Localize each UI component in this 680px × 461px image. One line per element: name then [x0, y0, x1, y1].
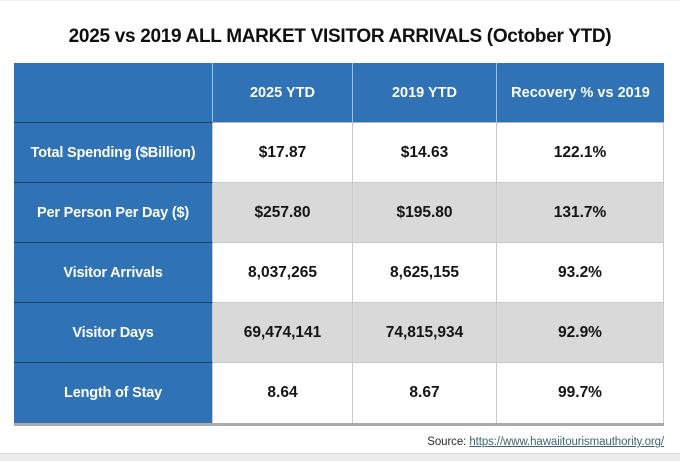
- cell-2019-value: 74,815,934: [353, 303, 497, 363]
- cell-2019-value: 8,625,155: [353, 243, 497, 303]
- row-label: Length of Stay: [14, 363, 213, 423]
- visitor-arrivals-table: 2025 YTD 2019 YTD Recovery % vs 2019 Tot…: [14, 63, 664, 426]
- cell-2025-value: 69,474,141: [213, 303, 353, 363]
- cell-recovery-value: 99.7%: [497, 363, 664, 423]
- row-label: Visitor Arrivals: [14, 243, 213, 303]
- cell-recovery-value: 122.1%: [497, 123, 664, 183]
- cell-2025-value: $257.80: [213, 183, 353, 243]
- cell-2025-value: 8.64: [213, 363, 353, 423]
- page-title: 2025 vs 2019 ALL MARKET VISITOR ARRIVALS…: [68, 26, 612, 47]
- header-cell-empty: [14, 63, 213, 123]
- row-label: Visitor Days: [14, 303, 213, 363]
- header-cell-2025-ytd: 2025 YTD: [213, 63, 353, 123]
- page-bottom-strip: [0, 453, 680, 461]
- header-cell-2019-ytd: 2019 YTD: [353, 63, 497, 123]
- cell-2019-value: $195.80: [353, 183, 497, 243]
- source-link[interactable]: https://www.hawaiitourismauthority.org/: [469, 436, 664, 448]
- row-label: Per Person Per Day ($): [14, 183, 213, 243]
- cell-2019-value: $14.63: [353, 123, 497, 183]
- cell-recovery-value: 93.2%: [497, 243, 664, 303]
- source-attribution: Source: https://www.hawaiitourismauthori…: [427, 436, 664, 448]
- cell-2019-value: 8.67: [353, 363, 497, 423]
- header-cell-recovery: Recovery % vs 2019: [497, 63, 664, 123]
- row-label: Total Spending ($Billion): [14, 123, 213, 183]
- source-label: Source:: [427, 436, 467, 448]
- cell-2025-value: $17.87: [213, 123, 353, 183]
- cell-recovery-value: 131.7%: [497, 183, 664, 243]
- cell-recovery-value: 92.9%: [497, 303, 664, 363]
- cell-2025-value: 8,037,265: [213, 243, 353, 303]
